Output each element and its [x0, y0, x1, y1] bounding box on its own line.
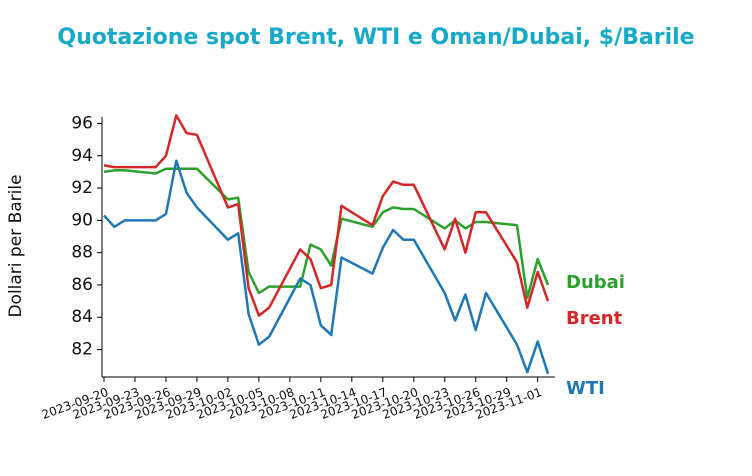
y-tick-label: 88 [71, 243, 93, 263]
series-line [103, 159, 550, 375]
y-tick-label: 84 [71, 307, 93, 327]
legend-label: WTI [566, 378, 605, 399]
y-tick-label: 96 [71, 113, 93, 133]
y-axis-label: Dollari per Barile [6, 174, 26, 317]
y-tick-label: 94 [71, 146, 93, 166]
series-line [103, 114, 550, 317]
y-tick-label: 90 [71, 210, 93, 230]
y-tick-label: 92 [71, 178, 93, 198]
legend-label: Dubai [566, 272, 625, 293]
legend-label: Brent [566, 308, 623, 329]
y-tick-label: 82 [71, 340, 93, 360]
chart-title: Quotazione spot Brent, WTI e Oman/Dubai,… [57, 25, 694, 50]
y-tick-label: 86 [71, 275, 93, 295]
